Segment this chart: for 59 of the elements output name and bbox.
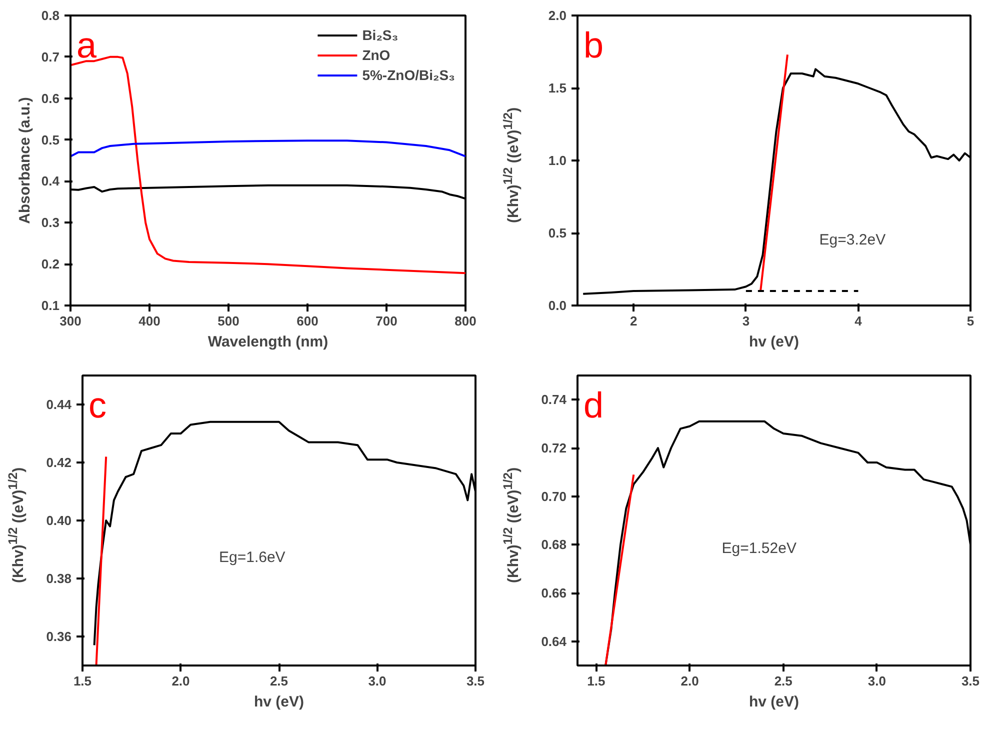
y-tick-label: 0.5 [41,132,60,148]
y-tick-label: 0.64 [541,634,568,649]
x-tick-label: 5 [966,314,974,328]
y-tick-label: 0.68 [541,537,567,552]
chart-title: c [88,384,106,426]
y-tick-label: 0.2 [41,256,60,272]
y-tick-label: 0.0 [548,298,567,313]
x-tick-label: 2 [630,314,638,328]
x-axis-title: hv (eV) [748,334,800,350]
x-tick-label: 3.5 [466,674,485,688]
x-tick-label: 1.5 [73,674,92,688]
y-tick-label: 0.5 [548,226,567,240]
y-tick-label: 1.0 [548,153,567,168]
legend-label: Bi₂S₃ [362,27,398,43]
y-tick-label: 0.4 [41,174,60,189]
legend-label: 5%-ZnO/Bi₂S₃ [362,67,455,83]
x-tick-label: 2.5 [270,674,288,688]
x-tick-label: 3.0 [368,674,386,688]
x-tick-label: 800 [454,314,476,328]
x-axis-title: hv (eV) [748,694,800,710]
y-tick-label: 0.70 [541,488,567,504]
y-tick-label: 0.8 [41,8,60,23]
annotation: Eg=1.52eV [722,540,796,558]
x-tick-label: 2.0 [680,674,699,688]
y-tick-label: 0.3 [41,215,60,230]
y-tick-label: 0.66 [541,586,567,600]
annotation: Eg=3.2eV [819,232,886,248]
y-tick-label: 0.6 [41,90,60,106]
annotation: Eg=1.6eV [219,548,286,566]
x-axis-title: hv (eV) [254,694,304,710]
x-tick-label: 2.5 [774,674,792,688]
chart-title: b [584,24,604,66]
x-tick-label: 700 [376,314,398,328]
y-tick-label: 0.42 [46,455,72,470]
x-tick-label: 4 [854,314,863,328]
chart-title: d [584,384,604,426]
y-tick-label: 0.74 [541,392,568,408]
x-tick-label: 500 [218,314,240,328]
legend-label: ZnO [362,47,390,63]
y-tick-label: 2.0 [548,8,567,23]
y-axis-title: Absorbance (a.u.) [16,97,34,224]
x-tick-label: 400 [138,314,160,328]
y-tick-label: 0.44 [46,397,72,412]
y-tick-label: 0.7 [41,49,60,64]
x-tick-label: 300 [60,314,82,328]
y-tick-label: 0.40 [46,513,72,528]
y-tick-label: 0.36 [46,629,72,644]
x-tick-label: 3.5 [961,674,980,688]
chart-title: a [76,24,98,66]
x-tick-label: 3 [742,314,750,328]
x-tick-label: 600 [296,314,318,328]
y-tick-label: 1.5 [548,80,567,96]
x-tick-label: 3.0 [868,674,886,688]
y-tick-label: 0.1 [41,298,60,313]
y-tick-label: 0.38 [46,571,72,586]
x-axis-title: Wavelength (nm) [208,334,328,350]
y-tick-label: 0.72 [541,440,567,456]
x-tick-label: 1.5 [587,674,606,688]
x-tick-label: 2.0 [172,674,190,688]
